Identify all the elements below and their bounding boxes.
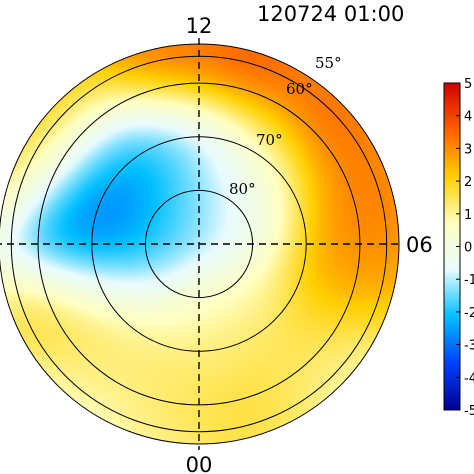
lat-label-55: 55° [315,54,342,72]
colorbar-tick-label: -3 [464,339,474,354]
colorbar-tick-label: 2 [464,175,472,190]
colorbar-tick-label: 0 [464,241,472,256]
lat-label-80: 80° [229,180,256,198]
colorbar-tick-label: -1 [464,273,474,288]
chart-title: 120724 01:00 [257,2,404,26]
colorbar-ticks: 5 4 3 2 1 0 -1 -2 -3 -4 -5 [456,77,474,419]
colorbar-tick-label: 5 [464,77,472,92]
colorbar-tick-label: 4 [464,110,472,125]
colorbar-tick-label: -4 [464,371,474,386]
hour-label-bottom: 00 [186,453,213,474]
colorbar-tick-label: -5 [464,404,474,419]
hour-label-top: 12 [186,14,213,38]
lat-label-60: 60° [286,80,313,98]
colorbar-tick-label: -2 [464,306,474,321]
hour-label-right: 06 [406,233,433,257]
grid-layer [0,38,403,450]
lat-label-70: 70° [256,131,283,149]
colorbar-tick-label: 3 [464,142,472,157]
colorbar: 5 4 3 2 1 0 -1 -2 -3 -4 -5 [443,77,474,419]
colorbar-tick-label: 1 [464,208,472,223]
